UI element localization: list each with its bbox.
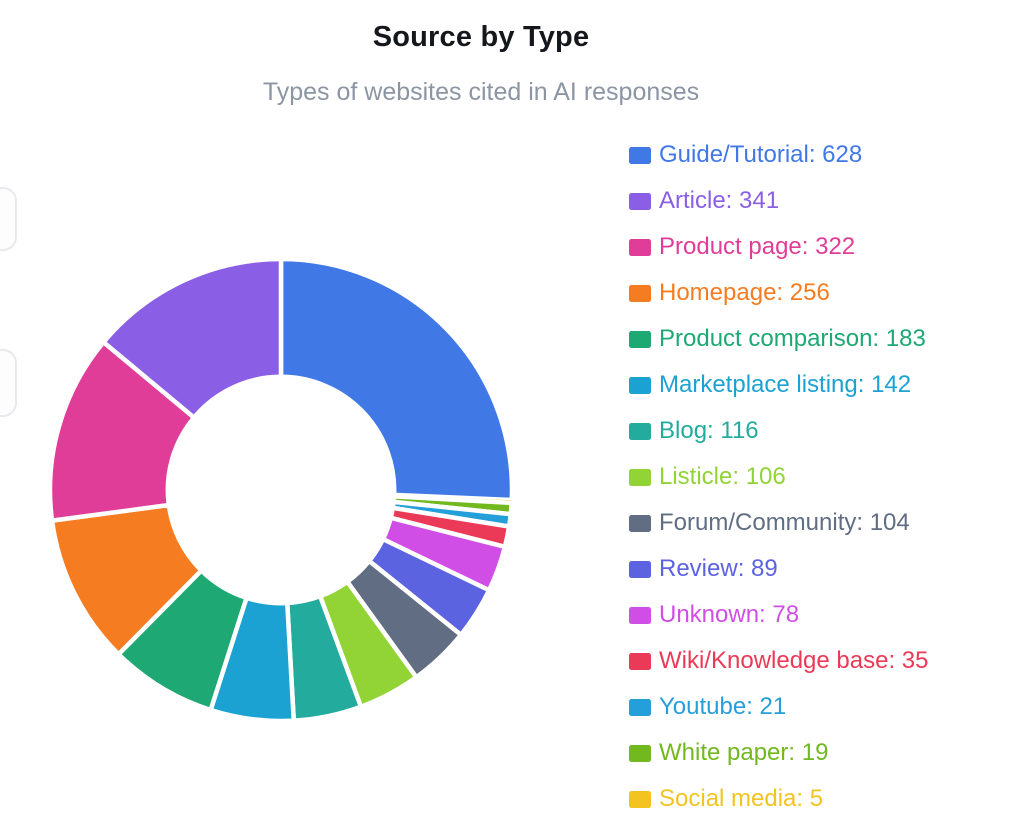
legend-item-white-paper[interactable]: White paper: 19 xyxy=(629,730,928,776)
legend-swatch xyxy=(629,652,651,670)
legend-label: Homepage: 256 xyxy=(659,279,830,306)
legend-item-wiki-knowledge-base[interactable]: Wiki/Knowledge base: 35 xyxy=(629,638,928,684)
legend-swatch xyxy=(629,468,651,486)
legend-item-homepage[interactable]: Homepage: 256 xyxy=(629,270,928,316)
legend-item-forum-community[interactable]: Forum/Community: 104 xyxy=(629,500,928,546)
legend-label: Article: 341 xyxy=(659,187,780,214)
edge-button-top[interactable] xyxy=(0,187,17,251)
donut-chart xyxy=(47,256,515,724)
chart-header: Source by Type Types of websites cited i… xyxy=(0,0,962,107)
legend-item-article[interactable]: Article: 341 xyxy=(629,178,928,224)
legend-swatch xyxy=(629,238,651,256)
chart-subtitle: Types of websites cited in AI responses xyxy=(262,78,700,106)
legend-swatch xyxy=(629,330,651,348)
legend-swatch xyxy=(629,744,651,762)
legend-swatch xyxy=(629,284,651,302)
legend-item-listicle[interactable]: Listicle: 106 xyxy=(629,454,928,500)
legend-swatch xyxy=(629,146,651,164)
legend-item-guide-tutorial[interactable]: Guide/Tutorial: 628 xyxy=(629,132,928,178)
donut-slice-guide-tutorial[interactable] xyxy=(278,256,515,503)
legend-item-product-comparison[interactable]: Product comparison: 183 xyxy=(629,316,928,362)
legend-swatch xyxy=(629,606,651,624)
donut-slice-product-page[interactable] xyxy=(47,338,198,524)
legend-item-social-media[interactable]: Social media: 5 xyxy=(629,776,928,822)
legend-swatch xyxy=(629,514,651,532)
legend-label: Unknown: 78 xyxy=(659,601,800,628)
legend-item-marketplace-listing[interactable]: Marketplace listing: 142 xyxy=(629,362,928,408)
legend-swatch xyxy=(629,790,651,808)
legend-label: Social media: 5 xyxy=(659,785,824,812)
legend-label: Marketplace listing: 142 xyxy=(659,371,912,398)
legend-label: Youtube: 21 xyxy=(659,693,787,720)
legend-item-blog[interactable]: Blog: 116 xyxy=(629,408,928,454)
legend-label: Guide/Tutorial: 628 xyxy=(659,141,863,168)
legend-label: Listicle: 106 xyxy=(659,463,786,490)
legend-swatch xyxy=(629,560,651,578)
legend-swatch xyxy=(629,698,651,716)
legend-item-product-page[interactable]: Product page: 322 xyxy=(629,224,928,270)
legend-item-youtube[interactable]: Youtube: 21 xyxy=(629,684,928,730)
legend-label: Blog: 116 xyxy=(659,417,759,444)
edge-button-bottom[interactable] xyxy=(0,349,17,417)
legend-swatch xyxy=(629,192,651,210)
legend-label: Product comparison: 183 xyxy=(659,325,926,352)
legend-label: White paper: 19 xyxy=(659,739,829,766)
legend-label: Product page: 322 xyxy=(659,233,856,260)
legend-item-review[interactable]: Review: 89 xyxy=(629,546,928,592)
donut-slice-article[interactable] xyxy=(100,256,284,421)
legend-label: Review: 89 xyxy=(659,555,778,582)
legend-label: Wiki/Knowledge base: 35 xyxy=(659,647,929,674)
legend-item-unknown[interactable]: Unknown: 78 xyxy=(629,592,928,638)
legend-swatch xyxy=(629,422,651,440)
chart-title: Source by Type xyxy=(372,21,590,53)
legend-swatch xyxy=(629,376,651,394)
chart-legend: Guide/Tutorial: 628 Article: 341 Product p… xyxy=(629,132,928,822)
legend-label: Forum/Community: 104 xyxy=(659,509,910,536)
